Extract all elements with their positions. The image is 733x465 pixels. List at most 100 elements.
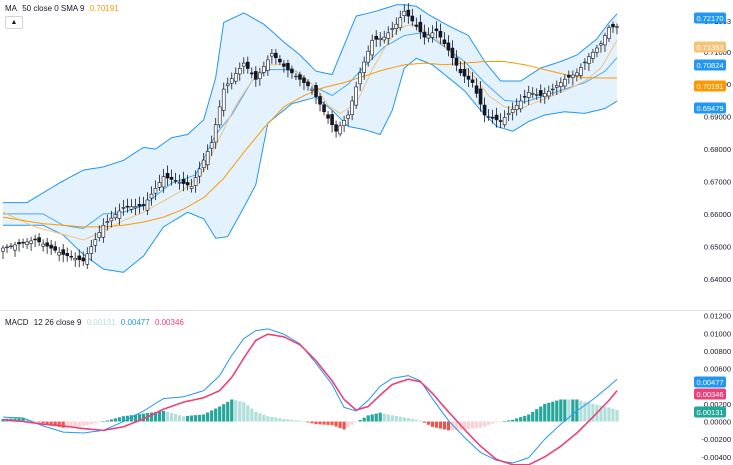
histogram-bar (65, 421, 69, 428)
candle-body (85, 253, 90, 265)
candle (89, 239, 94, 262)
candle-body (201, 159, 206, 168)
candle (530, 87, 535, 99)
histogram-bar (478, 421, 483, 428)
candle (334, 120, 338, 138)
histogram-bar (117, 417, 121, 422)
histogram-bar (386, 414, 390, 422)
candle (286, 59, 290, 78)
candle (603, 32, 607, 52)
histogram-bar (430, 421, 434, 427)
histogram-bar (282, 418, 286, 422)
candle (41, 239, 45, 252)
macd-pane (1, 328, 619, 465)
histogram-bar (242, 402, 246, 422)
histogram-bar (583, 401, 587, 422)
candle (37, 233, 41, 246)
candle (266, 55, 270, 76)
histogram-bar (202, 414, 206, 422)
y-tick-label: 0.00800 (704, 347, 731, 356)
candle-body (33, 238, 37, 241)
candle (69, 250, 74, 261)
histogram-bar (89, 421, 93, 425)
candle (442, 32, 447, 47)
histogram-bar (93, 421, 97, 424)
candle-body (502, 117, 507, 126)
main-pane (1, 2, 619, 273)
price-badge: 0.72170 (694, 12, 726, 24)
histogram-bar (394, 416, 398, 422)
histogram-bar (133, 414, 138, 422)
candle-body (506, 113, 511, 116)
candle (450, 40, 455, 66)
candle-body (69, 256, 74, 258)
histogram-bar (173, 414, 178, 422)
candle (462, 61, 467, 83)
histogram-bar (165, 412, 170, 422)
collapse-legend-button[interactable]: ▲ (5, 16, 23, 29)
macd-legend[interactable]: MACD 12 26 close 9 0.00131 0.00477 0.003… (5, 318, 187, 327)
histogram-bar (515, 418, 519, 422)
candle (310, 86, 314, 95)
candle (466, 68, 471, 87)
candle (382, 30, 387, 44)
candle-body (141, 204, 146, 207)
candle-body (378, 37, 383, 40)
candle (53, 241, 57, 254)
candle-body (21, 241, 25, 244)
candle-body (534, 94, 539, 96)
candle-body (571, 74, 575, 78)
histogram-bar (535, 409, 539, 422)
candle-body (109, 217, 114, 222)
candle-body (113, 214, 118, 219)
y-tick-label: -0.00200 (701, 435, 731, 444)
price-badge-label: 0.72170 (696, 14, 723, 23)
candle-body (89, 246, 94, 254)
candle-body (290, 68, 294, 74)
y-tick-label: 0.00600 (704, 365, 731, 374)
candle-body (225, 83, 230, 86)
ma-legend[interactable]: MA 50 close 0 SMA 9 0.70191 (5, 4, 122, 13)
candle (101, 218, 106, 243)
candle-body (25, 241, 29, 246)
candle-body (133, 206, 138, 209)
macd-legend-params: 12 26 close 9 (33, 318, 82, 327)
candle (201, 152, 206, 172)
candle (362, 56, 366, 80)
histogram-bar (422, 421, 426, 423)
y-tick-label: 0.68000 (704, 145, 731, 154)
histogram-bar (97, 421, 101, 423)
price-badge: 0.69479 (694, 102, 726, 114)
candle (494, 107, 499, 128)
candle-body (185, 182, 190, 186)
candle-body (29, 240, 33, 244)
y-tick-label: 0.00000 (704, 418, 731, 427)
candle (575, 68, 579, 82)
candle (105, 214, 110, 231)
y-tick-label: 0.66000 (704, 210, 731, 219)
candle-body (546, 90, 551, 97)
candle-body (366, 50, 370, 63)
candle (21, 238, 25, 249)
candle-body (189, 186, 194, 189)
histogram-bar (314, 421, 318, 425)
macd-legend-line: 0.00477 (120, 318, 150, 327)
histogram-bar (531, 411, 535, 422)
candle-body (611, 23, 615, 28)
candle-body (338, 125, 342, 135)
histogram-bar (294, 420, 298, 422)
candle (274, 48, 278, 65)
candle-body (105, 221, 110, 224)
histogram-bar (206, 412, 210, 422)
candle (458, 61, 463, 77)
histogram-bar (334, 421, 338, 427)
candle-body (233, 73, 238, 82)
candle-body (426, 34, 431, 39)
candle-body (61, 249, 65, 255)
candle (438, 23, 443, 44)
candle (374, 30, 379, 47)
ma-legend-name: MA (5, 4, 17, 13)
candle-body (350, 100, 354, 115)
candle (141, 196, 146, 211)
